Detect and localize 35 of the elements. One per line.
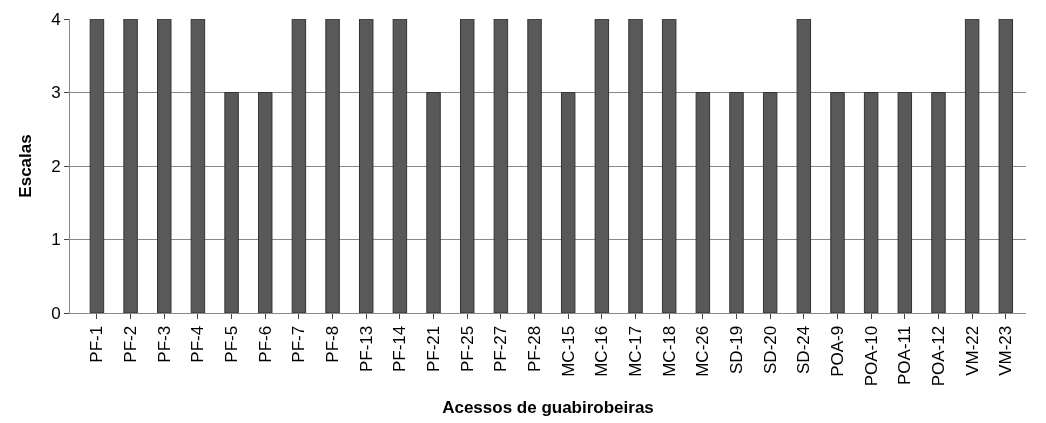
x-tick-label: PF-21 bbox=[424, 325, 444, 373]
x-tick-label: POA-11 bbox=[895, 325, 915, 386]
x-tick-label: PF-13 bbox=[356, 325, 376, 373]
x-tick-label: PF-1 bbox=[87, 325, 107, 363]
x-tick-label: SD-24 bbox=[794, 325, 814, 374]
x-tick-label: VM-22 bbox=[962, 325, 982, 376]
y-tick-label: 2 bbox=[51, 156, 61, 176]
x-tick-label: MC-18 bbox=[659, 325, 679, 377]
x-tick-label: PF-2 bbox=[121, 325, 141, 363]
x-tick-label: POA-10 bbox=[861, 325, 881, 387]
x-tick-label: PF-5 bbox=[222, 325, 242, 363]
x-axis-title: Acessos de guabirobeiras bbox=[442, 397, 654, 417]
x-tick-label: PF-6 bbox=[255, 325, 275, 363]
x-tick-label: PF-8 bbox=[323, 325, 343, 363]
x-tick-label: PF-4 bbox=[188, 325, 208, 363]
y-tick-label: 4 bbox=[51, 9, 61, 29]
x-tick-label: MC-15 bbox=[558, 325, 578, 377]
y-tick-label: 0 bbox=[51, 303, 61, 323]
x-tick-label: POA-9 bbox=[828, 325, 848, 377]
x-tick-label: PF-14 bbox=[390, 325, 410, 373]
x-tick-label: PF-28 bbox=[525, 325, 545, 373]
x-tick-label: PF-25 bbox=[457, 325, 477, 373]
y-tick-label: 1 bbox=[51, 230, 61, 250]
x-tick-label: SD-20 bbox=[760, 325, 780, 374]
y-axis-title: Escalas bbox=[15, 134, 35, 198]
x-tick-label: VM-23 bbox=[996, 325, 1016, 376]
x-tick-label: MC-17 bbox=[626, 325, 646, 377]
x-tick-label: PF-7 bbox=[289, 325, 309, 363]
y-tick-label: 3 bbox=[51, 83, 61, 103]
x-tick-label: MC-16 bbox=[592, 325, 612, 377]
x-tick-label: PF-27 bbox=[491, 325, 511, 373]
x-tick-label: MC-26 bbox=[693, 325, 713, 377]
x-tick-label: SD-19 bbox=[727, 325, 747, 374]
x-tick-label: PF-3 bbox=[154, 325, 174, 363]
x-tick-label: POA-12 bbox=[929, 325, 949, 387]
